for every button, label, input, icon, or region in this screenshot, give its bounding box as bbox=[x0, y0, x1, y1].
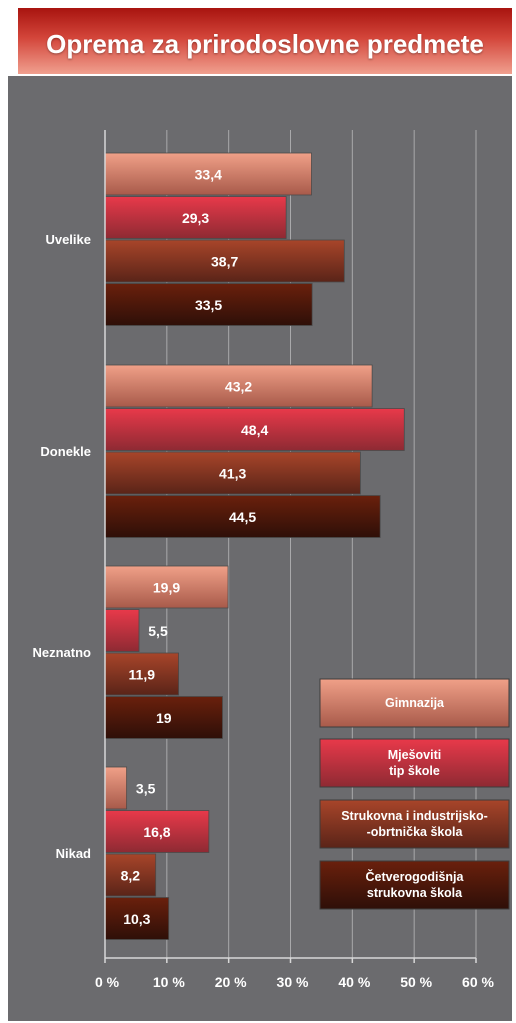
bar-value-label: 8,2 bbox=[121, 868, 141, 884]
x-tick-label: 0 % bbox=[95, 974, 120, 990]
bar-value-label: 16,8 bbox=[143, 824, 170, 840]
title-banner: Oprema za prirodoslovne predmete bbox=[18, 8, 512, 74]
x-tick-label: 60 % bbox=[462, 974, 494, 990]
bar bbox=[104, 652, 179, 696]
x-tick-label: 50 % bbox=[400, 974, 432, 990]
bar-value-label: 33,5 bbox=[195, 297, 222, 313]
bar bbox=[104, 495, 381, 538]
bar-value-label: 11,9 bbox=[129, 667, 156, 683]
category-label: Nikad bbox=[56, 846, 91, 861]
legend-label: tip škole bbox=[389, 764, 440, 778]
category-label: Uvelike bbox=[45, 232, 91, 247]
bar bbox=[104, 696, 223, 739]
category-label: Donekle bbox=[40, 444, 91, 459]
legend-label: Gimnazija bbox=[385, 696, 445, 710]
legend-label: Mješoviti bbox=[388, 748, 442, 762]
bar-value-label: 10,3 bbox=[123, 911, 150, 927]
bar-value-label: 29,3 bbox=[182, 210, 209, 226]
bar bbox=[104, 152, 312, 196]
category-label: Neznatno bbox=[33, 645, 92, 660]
legend-swatch bbox=[319, 738, 510, 788]
bar-value-label: 44,5 bbox=[229, 509, 256, 525]
bar-value-label: 48,4 bbox=[241, 422, 268, 438]
legend-label: Četverogodišnja bbox=[366, 869, 465, 884]
bar bbox=[104, 408, 405, 451]
bar-value-label: 43,2 bbox=[225, 379, 252, 395]
chart-title: Oprema za prirodoslovne predmete bbox=[46, 29, 484, 59]
bar bbox=[104, 853, 157, 897]
legend-swatch bbox=[319, 860, 510, 910]
bar-value-label: 33,4 bbox=[195, 167, 222, 183]
x-tick-label: 20 % bbox=[215, 974, 247, 990]
bar bbox=[104, 565, 229, 609]
bar bbox=[104, 283, 313, 326]
bar-value-label: 38,7 bbox=[211, 254, 238, 270]
legend-label: strukovna škola bbox=[367, 886, 463, 900]
bar-value-label: 5,5 bbox=[148, 623, 168, 639]
bar bbox=[104, 609, 140, 652]
bar bbox=[104, 364, 373, 408]
legend-swatch bbox=[319, 678, 510, 728]
bar-value-label: 3,5 bbox=[136, 781, 156, 797]
bar bbox=[104, 897, 170, 940]
legend-swatch bbox=[319, 799, 510, 849]
x-tick-label: 40 % bbox=[338, 974, 370, 990]
bar bbox=[104, 766, 128, 810]
legend-label: Strukovna i industrijsko- bbox=[341, 809, 488, 823]
bar bbox=[104, 810, 210, 853]
bar-value-label: 19,9 bbox=[153, 580, 180, 596]
x-tick-label: 10 % bbox=[153, 974, 185, 990]
bar-value-label: 41,3 bbox=[219, 466, 246, 482]
bar bbox=[104, 239, 345, 283]
bar bbox=[104, 451, 361, 495]
x-tick-label: 30 % bbox=[277, 974, 309, 990]
bar-value-label: 19 bbox=[156, 710, 172, 726]
legend-label: -obrtnička škola bbox=[367, 825, 464, 839]
